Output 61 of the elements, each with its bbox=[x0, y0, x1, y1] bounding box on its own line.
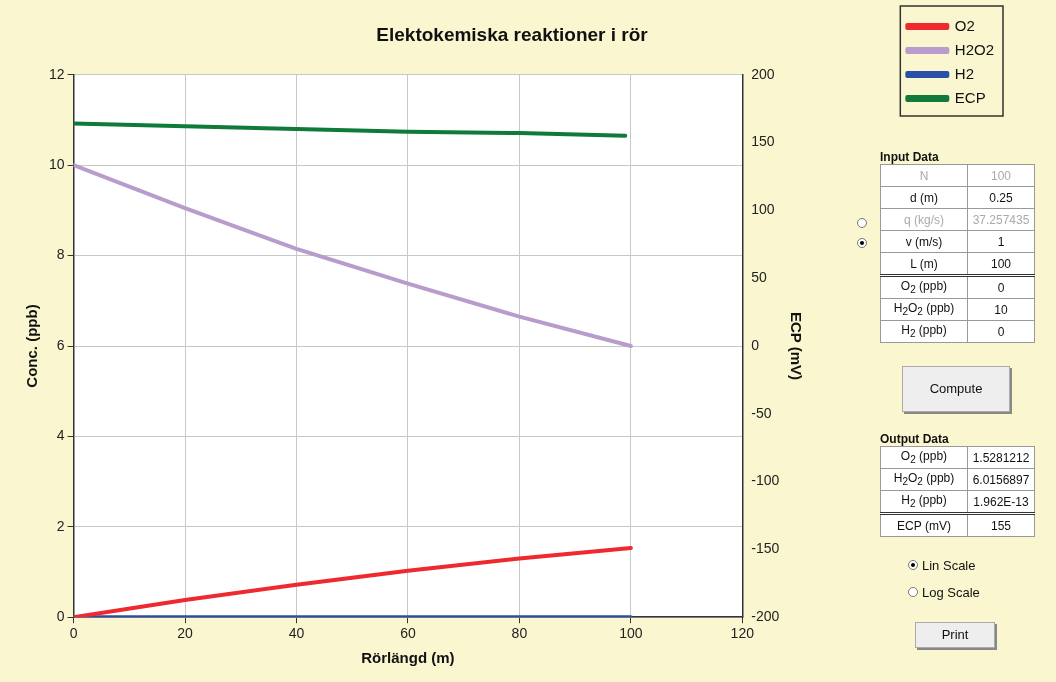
y2-tick-label: 150 bbox=[751, 133, 775, 150]
text: ECP (mV) bbox=[880, 513, 968, 537]
y2-tick-label: 200 bbox=[751, 65, 775, 82]
y2-tick-label: -50 bbox=[751, 404, 772, 421]
y-tick-label: 8 bbox=[56, 246, 65, 263]
y-tick-label: 12 bbox=[48, 65, 65, 82]
text: 37.257435 bbox=[967, 208, 1035, 231]
text: q (kg/s) bbox=[880, 208, 968, 231]
y-tick-label: 2 bbox=[56, 517, 65, 534]
x-tick-label: 40 bbox=[288, 625, 305, 642]
text: Output Data bbox=[880, 432, 950, 446]
text: O$_{2}$ (ppb) bbox=[880, 446, 968, 469]
text: H$_{2}$O$_{2}$ (ppb) bbox=[880, 468, 968, 491]
x-axis-title: Rörlängd (m) bbox=[361, 649, 455, 667]
y2-axis-title: ECP (mV) bbox=[788, 311, 806, 381]
text: 100 bbox=[967, 252, 1035, 276]
text: d (m) bbox=[880, 186, 968, 209]
y2-tick-label: 50 bbox=[751, 269, 768, 286]
y-tick-label: 0 bbox=[56, 608, 65, 625]
text: H$_{2}$O$_{2}$ (ppb) bbox=[880, 298, 968, 321]
x-tick-label: 120 bbox=[730, 625, 755, 642]
text: 0 bbox=[967, 320, 1035, 343]
y2-tick-label: -150 bbox=[751, 540, 780, 557]
text: 10 bbox=[967, 298, 1035, 321]
text: Input Data bbox=[880, 150, 940, 164]
legend-label: H2O2 bbox=[954, 40, 994, 58]
text: 1.5281212 bbox=[967, 446, 1035, 469]
y2-tick-label: -100 bbox=[751, 472, 780, 489]
button: Compute bbox=[902, 366, 1010, 412]
x-tick-label: 0 bbox=[69, 625, 78, 642]
text: 6.0156897 bbox=[967, 468, 1035, 491]
y-tick-label: 10 bbox=[48, 156, 65, 173]
text: 1 bbox=[967, 230, 1035, 253]
text: H$_{2}$ (ppb) bbox=[880, 320, 968, 343]
text: Log Scale bbox=[922, 585, 980, 600]
y-tick-label: 4 bbox=[56, 427, 65, 444]
text: 100 bbox=[967, 164, 1035, 187]
text: 0 bbox=[967, 275, 1035, 299]
x-tick-label: 20 bbox=[177, 625, 194, 642]
x-tick-label: 60 bbox=[400, 625, 416, 642]
text: O$_{2}$ (ppb) bbox=[880, 275, 968, 299]
y2-tick-label: 0 bbox=[751, 336, 760, 353]
text: N bbox=[880, 164, 968, 187]
y-tick-label: 6 bbox=[56, 336, 65, 353]
y-axis-title: Conc. (ppb) bbox=[23, 304, 41, 388]
text: L (m) bbox=[880, 252, 968, 276]
text: H$_{2}$ (ppb) bbox=[880, 490, 968, 514]
x-tick-label: 100 bbox=[619, 625, 643, 642]
x-tick-label: 80 bbox=[511, 625, 528, 642]
text: v (m/s) bbox=[880, 230, 968, 253]
legend-label: ECP bbox=[954, 88, 986, 106]
text: Lin Scale bbox=[922, 558, 976, 573]
text: 155 bbox=[967, 513, 1035, 537]
y2-tick-label: 100 bbox=[751, 201, 775, 218]
text: 0.25 bbox=[967, 186, 1035, 209]
legend-label: O2 bbox=[954, 16, 975, 34]
chart-title: Elektokemiska reaktioner i rör bbox=[376, 23, 649, 45]
legend-label: H2 bbox=[954, 64, 974, 82]
button: Print bbox=[915, 622, 995, 648]
text: 1.962E-13 bbox=[967, 490, 1035, 514]
y2-tick-label: -200 bbox=[751, 608, 780, 625]
